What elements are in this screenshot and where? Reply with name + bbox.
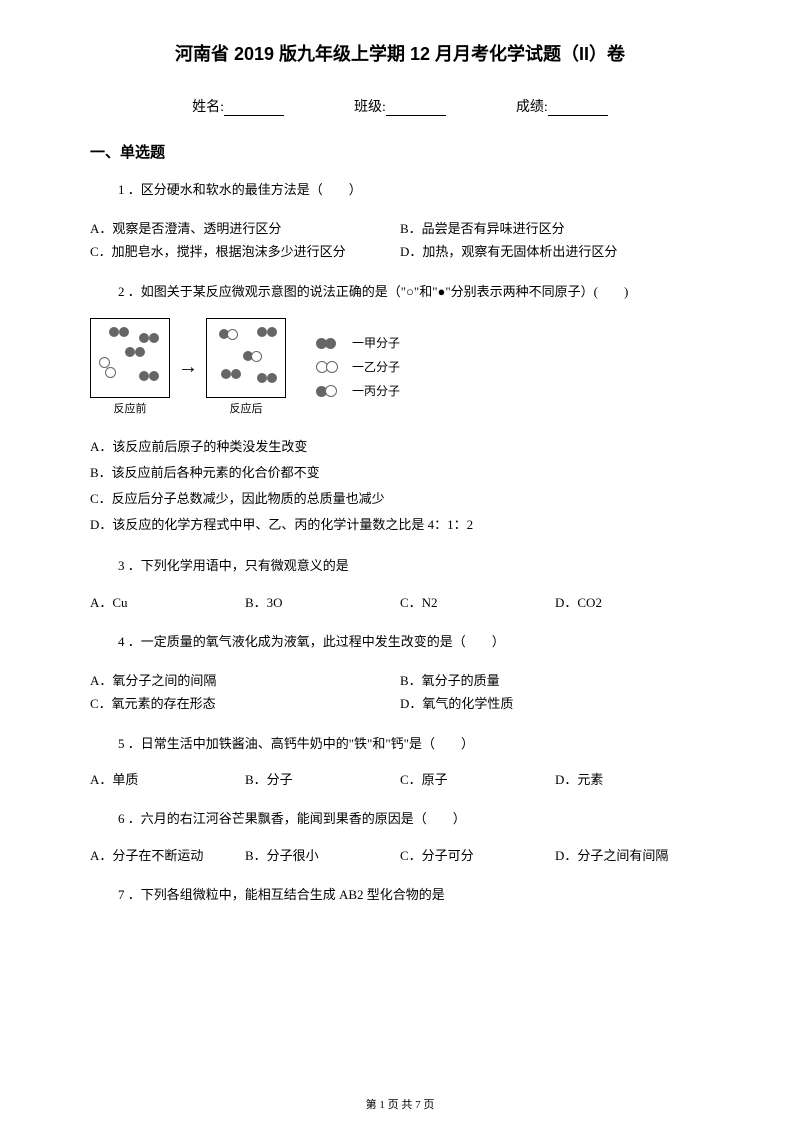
name-label: 姓名: xyxy=(192,100,224,115)
question-2: 2 ．如图关于某反应微观示意图的说法正确的是（"○"和"●"分别表示两种不同原子… xyxy=(90,282,710,303)
q6-opt-c: C．分子可分 xyxy=(400,846,555,867)
before-label: 反应前 xyxy=(90,400,170,416)
after-box-wrapper: 反应后 xyxy=(206,318,286,416)
class-blank[interactable] xyxy=(386,100,446,116)
class-field: 班级: xyxy=(354,96,446,116)
section-title: 一、单选题 xyxy=(90,141,710,162)
q5-opt-b: B．分子 xyxy=(245,770,400,791)
q2-opt-a: A．该反应前后原子的种类没发生改变 xyxy=(90,434,710,460)
q5-opt-c: C．原子 xyxy=(400,770,555,791)
exam-title: 河南省 2019 版九年级上学期 12 月月考化学试题（II）卷 xyxy=(90,40,710,66)
after-label: 反应后 xyxy=(206,400,286,416)
reaction-boxes: 反应前 → 反应后 xyxy=(90,318,286,416)
legend-2-text: 一乙分子 xyxy=(352,355,400,379)
legend-row-1: 一甲分子 xyxy=(316,331,400,355)
before-box xyxy=(90,318,170,398)
reaction-diagram: 反应前 → 反应后 一甲分子 一乙分子 xyxy=(90,318,710,416)
legend: 一甲分子 一乙分子 一丙分子 xyxy=(316,331,400,403)
name-blank[interactable] xyxy=(224,100,284,116)
q4-opt-a: A．氧分子之间的间隔 xyxy=(90,669,400,692)
q3-opt-b: B．3O xyxy=(245,593,400,614)
q1-opt-c: C．加肥皂水，搅拌，根据泡沫多少进行区分 xyxy=(90,240,400,263)
legend-1-text: 一甲分子 xyxy=(352,331,400,355)
q2-opt-c: C．反应后分子总数减少，因此物质的总质量也减少 xyxy=(90,486,710,512)
q1-opt-a: A．观察是否澄清、透明进行区分 xyxy=(90,217,400,240)
q5-options: A．单质 B．分子 C．原子 D．元素 xyxy=(90,770,710,791)
q3-options: A．Cu B．3O C．N2 D．CO2 xyxy=(90,593,710,614)
arrow-icon: → xyxy=(178,356,198,379)
q1-options: A．观察是否澄清、透明进行区分 B．品尝是否有异味进行区分 C．加肥皂水，搅拌，… xyxy=(90,217,710,264)
name-field: 姓名: xyxy=(192,96,284,116)
question-6: 6 ．六月的右江河谷芒果飘香，能闻到果香的原因是（ ） xyxy=(90,809,710,830)
q4-options: A．氧分子之间的间隔 B．氧分子的质量 C．氧元素的存在形态 D．氧气的化学性质 xyxy=(90,669,710,716)
question-1: 1 ．区分硬水和软水的最佳方法是（ ） xyxy=(90,180,710,201)
q3-opt-c: C．N2 xyxy=(400,593,555,614)
score-label: 成绩: xyxy=(516,100,548,115)
question-4: 4 ．一定质量的氧气液化成为液氧，此过程中发生改变的是（ ） xyxy=(90,632,710,653)
question-7: 7 ．下列各组微粒中，能相互结合生成 AB2 型化合物的是 xyxy=(90,885,710,906)
q6-opt-a: A．分子在不断运动 xyxy=(90,846,245,867)
q2-opt-d: D．该反应的化学方程式中甲、乙、丙的化学计量数之比是 4：1：2 xyxy=(90,512,710,538)
q1-opt-b: B．品尝是否有异味进行区分 xyxy=(400,217,710,240)
q2-opt-b: B．该反应前后各种元素的化合价都不变 xyxy=(90,460,710,486)
class-label: 班级: xyxy=(354,100,386,115)
q6-opt-b: B．分子很小 xyxy=(245,846,400,867)
q6-options: A．分子在不断运动 B．分子很小 C．分子可分 D．分子之间有间隔 xyxy=(90,846,710,867)
q5-opt-a: A．单质 xyxy=(90,770,245,791)
q5-opt-d: D．元素 xyxy=(555,770,710,791)
before-box-wrapper: 反应前 xyxy=(90,318,170,416)
q4-opt-d: D．氧气的化学性质 xyxy=(400,692,710,715)
q4-opt-b: B．氧分子的质量 xyxy=(400,669,710,692)
q4-opt-c: C．氧元素的存在形态 xyxy=(90,692,400,715)
q3-opt-d: D．CO2 xyxy=(555,593,710,614)
question-3: 3 ．下列化学用语中，只有微观意义的是 xyxy=(90,556,710,577)
after-box xyxy=(206,318,286,398)
question-5: 5 ．日常生活中加铁酱油、高钙牛奶中的"铁"和"钙"是（ ） xyxy=(90,734,710,755)
q6-opt-d: D．分子之间有间隔 xyxy=(555,846,710,867)
score-field: 成绩: xyxy=(516,96,608,116)
q3-opt-a: A．Cu xyxy=(90,593,245,614)
header-info: 姓名: 班级: 成绩: xyxy=(90,96,710,116)
q1-opt-d: D．加热，观察有无固体析出进行区分 xyxy=(400,240,710,263)
q2-options: A．该反应前后原子的种类没发生改变 B．该反应前后各种元素的化合价都不变 C．反… xyxy=(90,434,710,538)
legend-3-text: 一丙分子 xyxy=(352,379,400,403)
legend-row-2: 一乙分子 xyxy=(316,355,400,379)
score-blank[interactable] xyxy=(548,100,608,116)
legend-row-3: 一丙分子 xyxy=(316,379,400,403)
page-footer: 第 1 页 共 7 页 xyxy=(0,1096,800,1112)
